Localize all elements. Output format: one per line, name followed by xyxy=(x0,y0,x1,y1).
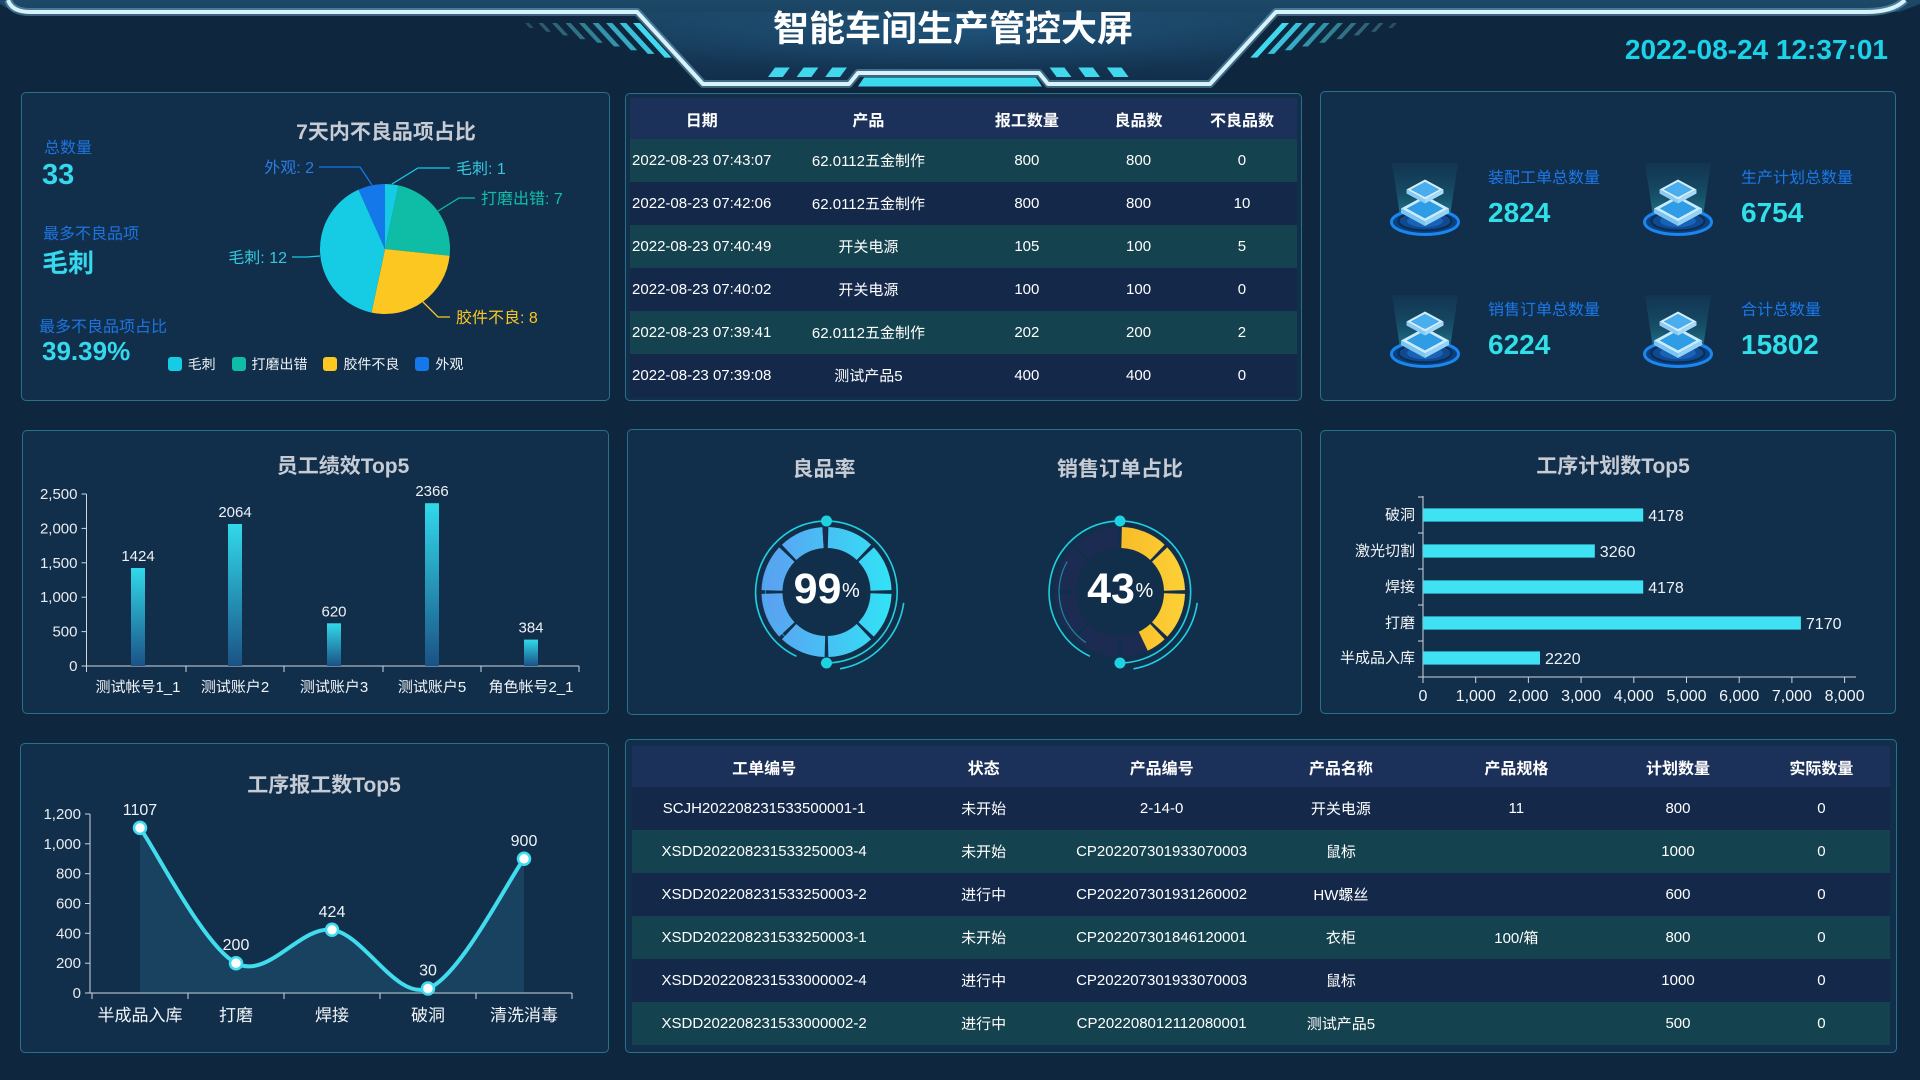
svg-text:1,500: 1,500 xyxy=(40,555,78,572)
svg-text:600: 600 xyxy=(56,896,81,913)
svg-text:620: 620 xyxy=(321,603,346,620)
svg-text:43: 43 xyxy=(1087,565,1135,613)
svg-text:外观: 2: 外观: 2 xyxy=(264,159,314,177)
svg-text:2,000: 2,000 xyxy=(1508,688,1548,705)
svg-text:2366: 2366 xyxy=(415,483,448,500)
svg-text:半成品入库: 半成品入库 xyxy=(98,1006,183,1025)
svg-text:30: 30 xyxy=(419,963,437,980)
svg-text:破洞: 破洞 xyxy=(411,1006,445,1025)
svg-text:1,000: 1,000 xyxy=(43,836,81,853)
svg-text:400: 400 xyxy=(56,925,81,942)
svg-text:打磨: 打磨 xyxy=(219,1006,253,1025)
svg-text:1,000: 1,000 xyxy=(40,589,78,606)
svg-text:800: 800 xyxy=(56,866,81,883)
svg-text:2,500: 2,500 xyxy=(40,486,78,503)
svg-text:2,000: 2,000 xyxy=(40,520,78,537)
svg-text:焊接: 焊接 xyxy=(1385,579,1415,596)
svg-text:8,000: 8,000 xyxy=(1825,688,1865,705)
svg-text:1,200: 1,200 xyxy=(43,806,81,823)
svg-text:900: 900 xyxy=(511,833,538,850)
svg-text:激光切割: 激光切割 xyxy=(1355,543,1415,560)
svg-text:384: 384 xyxy=(518,620,543,637)
svg-text:3,000: 3,000 xyxy=(1561,688,1601,705)
svg-text:6,000: 6,000 xyxy=(1719,688,1759,705)
svg-text:%: % xyxy=(842,580,860,602)
svg-text:5,000: 5,000 xyxy=(1666,688,1706,705)
svg-text:4178: 4178 xyxy=(1648,580,1684,597)
svg-text:0: 0 xyxy=(73,985,81,1002)
svg-text:焊接: 焊接 xyxy=(315,1006,349,1025)
svg-text:0: 0 xyxy=(69,658,77,675)
svg-text:200: 200 xyxy=(56,955,81,972)
svg-text:测试账户3: 测试账户3 xyxy=(300,679,368,696)
svg-text:测试账户5: 测试账户5 xyxy=(398,679,466,696)
svg-text:破洞: 破洞 xyxy=(1385,507,1415,524)
svg-text:7170: 7170 xyxy=(1806,616,1842,633)
svg-text:7,000: 7,000 xyxy=(1772,688,1812,705)
svg-text:%: % xyxy=(1136,580,1154,602)
svg-text:角色帐号2_1: 角色帐号2_1 xyxy=(488,679,573,696)
svg-text:毛刺: 12: 毛刺: 12 xyxy=(228,249,287,267)
svg-text:500: 500 xyxy=(52,624,77,641)
svg-text:毛刺: 1: 毛刺: 1 xyxy=(456,160,506,178)
svg-text:测试帐号1_1: 测试帐号1_1 xyxy=(95,679,180,696)
svg-text:1107: 1107 xyxy=(123,802,158,819)
svg-text:打磨: 打磨 xyxy=(1385,615,1415,632)
svg-text:测试账户2: 测试账户2 xyxy=(201,679,269,696)
svg-text:0: 0 xyxy=(1419,688,1428,705)
svg-text:半成品入库: 半成品入库 xyxy=(1340,650,1415,667)
svg-text:3260: 3260 xyxy=(1600,544,1636,561)
svg-text:清洗消毒: 清洗消毒 xyxy=(490,1006,558,1025)
svg-text:4178: 4178 xyxy=(1648,508,1684,525)
svg-text:2064: 2064 xyxy=(218,504,251,521)
svg-text:打磨出错: 7: 打磨出错: 7 xyxy=(481,190,563,208)
svg-text:2220: 2220 xyxy=(1545,651,1581,668)
svg-text:4,000: 4,000 xyxy=(1614,688,1654,705)
svg-text:1424: 1424 xyxy=(121,548,154,565)
svg-text:胶件不良: 8: 胶件不良: 8 xyxy=(456,309,538,327)
svg-text:1,000: 1,000 xyxy=(1456,688,1496,705)
svg-text:99: 99 xyxy=(794,565,842,613)
svg-text:424: 424 xyxy=(319,904,346,921)
svg-text:200: 200 xyxy=(223,937,250,954)
